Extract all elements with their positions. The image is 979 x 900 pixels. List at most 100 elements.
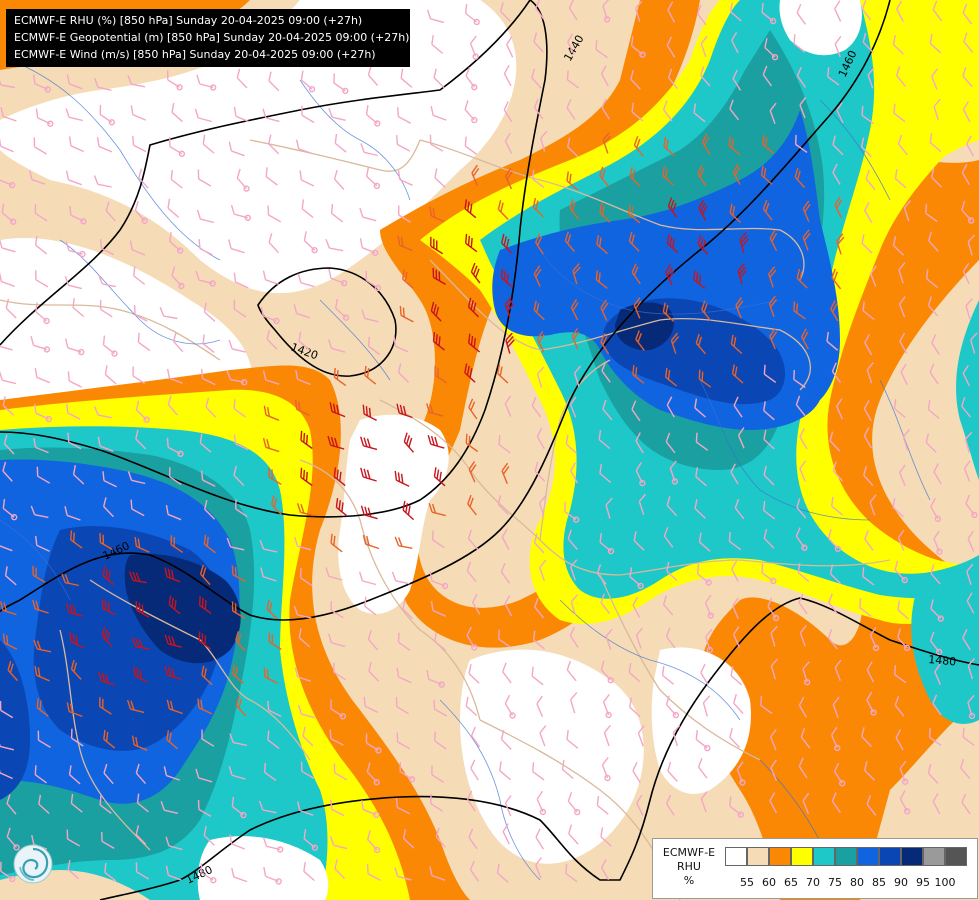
- wind-barb: [963, 32, 974, 53]
- wind-barb: [569, 626, 579, 648]
- wind-barb: [430, 601, 446, 617]
- wind-barb: [827, 628, 838, 650]
- wind-barb: [101, 831, 115, 850]
- rhu-60-east: [700, 157, 979, 900]
- wind-barb: [628, 662, 641, 683]
- wind-barb: [159, 307, 178, 320]
- wind-barb: [464, 363, 476, 383]
- legend-title: ECMWF-E RHU %: [657, 846, 721, 888]
- rhu-lt50-w: [0, 238, 253, 420]
- wind-barb: [259, 539, 278, 553]
- wind-barb: [294, 536, 312, 551]
- wind-barb: [698, 532, 711, 552]
- wind-barb: [166, 699, 183, 715]
- wind-barb: [596, 795, 609, 815]
- wind-barb: [166, 730, 178, 750]
- wind-barb: [962, 365, 971, 387]
- wind-barb: [333, 73, 349, 95]
- wind-barb: [600, 333, 610, 355]
- wind-barb: [962, 629, 971, 651]
- wind-barb: [570, 559, 578, 581]
- wind-barb: [539, 559, 547, 581]
- wind-barb: [700, 663, 709, 685]
- wind-barb: [135, 763, 147, 785]
- wind-barb: [730, 2, 742, 22]
- wind-barb: [704, 594, 714, 619]
- wind-barb: [602, 132, 611, 154]
- wind-barb: [6, 794, 17, 815]
- wind-barb: [731, 364, 744, 384]
- wind-barb: [601, 361, 611, 383]
- wind-barb: [1, 203, 17, 225]
- wind-barb: [464, 3, 480, 26]
- wind-barb: [364, 365, 377, 385]
- wind-barb: [898, 464, 906, 486]
- wind-barb: [171, 102, 183, 123]
- wind-barb: [570, 594, 579, 616]
- wind-barb: [898, 262, 906, 284]
- wind-barb: [834, 659, 842, 681]
- wind-barb: [933, 98, 941, 121]
- legend-swatch: [879, 847, 901, 866]
- wind-barb: [925, 269, 938, 289]
- wind-barb: [897, 529, 905, 551]
- wind-barb: [233, 399, 246, 418]
- wind-barb: [33, 437, 49, 454]
- wind-barb: [327, 435, 345, 450]
- wind-barb: [393, 336, 409, 353]
- wind-barb: [99, 795, 112, 814]
- legend-tick-label: 60: [762, 876, 776, 889]
- wind-barb: [536, 366, 545, 388]
- wind-barb: [198, 595, 212, 614]
- wind-barb: [831, 792, 841, 814]
- wind-barb: [199, 433, 212, 453]
- wind-barb: [366, 864, 381, 882]
- legend-tick-label: 100: [934, 876, 956, 889]
- wind-barb: [865, 169, 876, 191]
- wind-barb: [68, 136, 84, 153]
- wind-barb: [763, 465, 775, 486]
- wind-barb: [434, 632, 447, 651]
- wind-barb: [471, 164, 480, 187]
- wind-barb: [430, 105, 447, 121]
- wind-barb: [299, 170, 315, 187]
- wind-barb: [632, 365, 645, 384]
- wind-barb: [127, 471, 146, 485]
- wind-barb: [303, 829, 319, 851]
- wind-barb: [672, 725, 681, 747]
- wind-barb: [567, 529, 578, 550]
- wind-barb: [365, 270, 382, 292]
- wind-barb: [196, 74, 217, 91]
- wind-barb: [661, 665, 674, 685]
- wind-barb: [200, 369, 216, 386]
- wind-barb: [37, 730, 51, 749]
- wind-barb: [66, 74, 83, 90]
- legend-tick-label: 75: [828, 876, 842, 889]
- wind-barb: [798, 757, 808, 779]
- wind-barb: [763, 364, 777, 383]
- wind-barb: [164, 665, 182, 680]
- wind-barb: [635, 627, 643, 649]
- wind-barb: [601, 756, 611, 782]
- wind-barb: [329, 402, 346, 418]
- rhu-70-se: [911, 565, 979, 724]
- wind-barb: [294, 399, 310, 416]
- wind-barb: [930, 599, 944, 622]
- wind-barb: [863, 400, 872, 422]
- wind-barb: [293, 304, 311, 319]
- wind-barb: [628, 697, 641, 718]
- wind-barb: [504, 296, 515, 318]
- wind-barb: [705, 629, 713, 654]
- wind-barb: [466, 626, 478, 651]
- wind-barb: [929, 34, 942, 54]
- wind-barb: [293, 605, 312, 619]
- wind-barb: [394, 867, 412, 881]
- wind-barb: [164, 567, 181, 583]
- wind-barb: [38, 794, 50, 815]
- wind-barb: [966, 592, 975, 614]
- wind-barb: [736, 761, 746, 786]
- wind-barb: [402, 829, 415, 849]
- wind-barb: [301, 199, 314, 219]
- wind-barb: [763, 429, 775, 450]
